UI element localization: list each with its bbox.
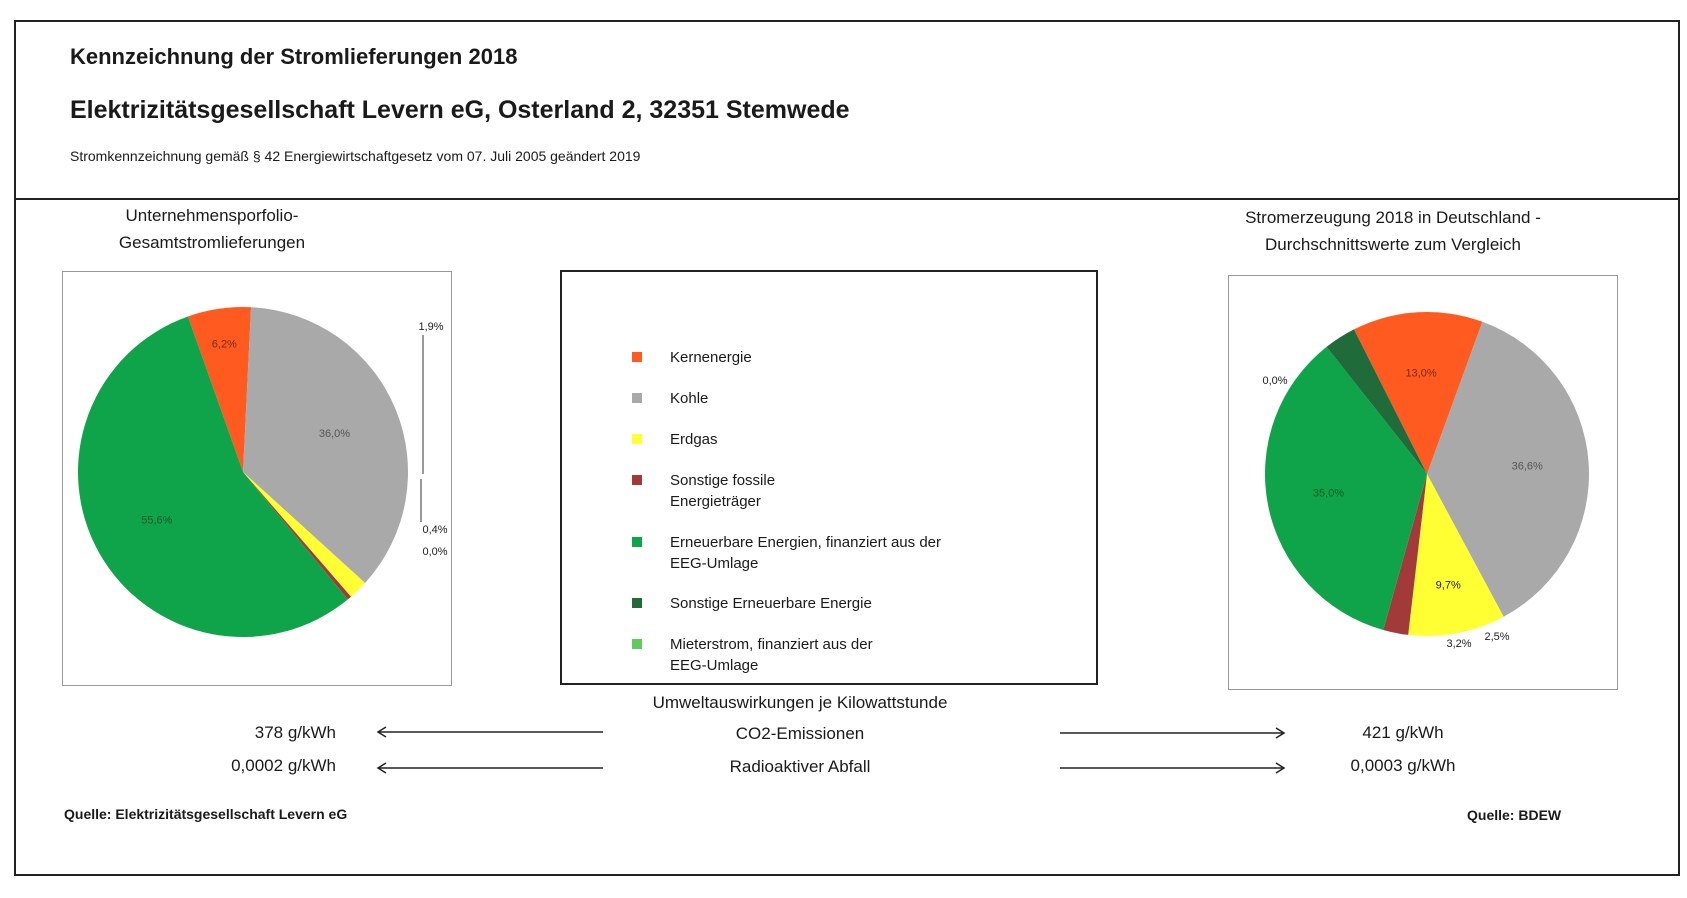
legend-item-kernenergie: Kernenergie xyxy=(632,347,990,368)
pie-value-label-kohle: 36,0% xyxy=(319,428,350,440)
legend-item-erneuerbare-eeg: Erneuerbare Energien, finanziert aus der… xyxy=(632,532,970,574)
waste-left-value: 0,0002 g/kWh xyxy=(231,756,336,775)
pie-value-label-sonstige-erneuerbare-energie: 3,2% xyxy=(1446,638,1471,650)
environment-heading: Umweltauswirkungen je Kilowattstunde xyxy=(652,693,948,712)
pie-slice-erdgas xyxy=(1408,474,1504,636)
co2-label: CO2-Emissionen xyxy=(735,724,865,743)
right-chart-title: Stromerzeugung 2018 in Deutschland - Dur… xyxy=(1208,204,1578,258)
pie-value-label-sonstige-fossile-energieträger: 0,4% xyxy=(422,524,447,536)
co2-left-value: 378 g/kWh xyxy=(254,723,336,742)
pie-value-label-kernenergie: 6,2% xyxy=(212,339,237,351)
legend-label: Sonstige fossile Energieträger xyxy=(670,472,776,510)
pie-slice-sonstige-erneuerbare-energie xyxy=(1326,329,1427,474)
header-divider xyxy=(14,198,1680,200)
legend-item-erdgas: Erdgas xyxy=(632,429,990,450)
arrow-left-co2 xyxy=(376,726,603,738)
legend-swatch xyxy=(632,537,642,547)
legend-item-mieterstrom: Mieterstrom, finanziert aus der EEG-Umla… xyxy=(632,634,900,676)
pie-slice-erneuerbare-energien-finanziert-aus-der-eeg-umlage xyxy=(1265,346,1427,630)
legend-label: Sonstige Erneuerbare Energie xyxy=(670,595,872,612)
legend-label: Erdgas xyxy=(670,431,718,448)
pie-value-label-erneuerbare-energien-finanziert-aus-der-eeg-umlage: 55,6% xyxy=(141,515,172,527)
legend-item-sonstige-fossile: Sonstige fossile Energieträger xyxy=(632,470,870,512)
legend-item-sonstige-erneuerbare: Sonstige Erneuerbare Energie xyxy=(632,593,990,614)
legend-label: Erneuerbare Energien, finanziert aus der… xyxy=(670,534,941,572)
right-chart-panel: 13,0% 36,6% 9,7% 2,5% 35,0% 3,2% 0,0% xyxy=(1228,275,1618,690)
pie-slice-kernenergie xyxy=(187,307,252,472)
left-chart-title: Unternehmensporfolio- Gesamtstromlieferu… xyxy=(70,202,354,256)
legend-item-kohle: Kohle xyxy=(632,388,990,409)
legend-swatch xyxy=(632,598,642,608)
pie-slice-kohle xyxy=(243,307,408,583)
pie-value-label-sonstige-erneuerbare-energie: 0,0% xyxy=(422,546,447,558)
co2-right-value: 421 g/kWh xyxy=(1362,723,1444,742)
legend: Kernenergie Kohle Erdgas Sonstige fossil… xyxy=(560,270,1098,685)
pie-slice-kohle xyxy=(1427,321,1590,617)
pie-value-label-sonstige-fossile-energieträger: 2,5% xyxy=(1484,631,1509,643)
left-chart-title-line-2: Gesamtstromlieferungen xyxy=(118,233,306,252)
left-chart-title-line-1: Unternehmensporfolio- xyxy=(125,206,299,225)
pie-slice-sonstige-fossile-energieträger xyxy=(243,472,352,600)
pie-value-label-erdgas: 1,9% xyxy=(418,321,443,333)
legend-swatch xyxy=(632,639,642,649)
legend-label: Kernenergie xyxy=(670,349,752,366)
pie-value-label-mieterstrom-finanziert-aus-der-eeg-umlage: 0,0% xyxy=(1262,375,1287,387)
left-chart-panel: 6,2% 36,0% 1,9% 0,4% 55,6% 0,0% xyxy=(62,271,452,686)
left-pie-chart: 6,2% 36,0% 1,9% 0,4% 55,6% 0,0% xyxy=(78,307,448,637)
company-name: Elektrizitätsgesellschaft Levern eG, Ost… xyxy=(70,96,850,124)
pie-value-label-erneuerbare-energien-finanziert-aus-der-eeg-umlage: 35,0% xyxy=(1313,488,1344,500)
waste-right-value: 0,0003 g/kWh xyxy=(1350,756,1456,775)
arrow-right-co2 xyxy=(1060,727,1286,739)
pie-slice-erdgas xyxy=(243,472,366,597)
source-right: Quelle: BDEW xyxy=(1467,807,1562,823)
arrow-right-waste xyxy=(1060,762,1286,774)
legend-swatch xyxy=(632,475,642,485)
legend-label: Kohle xyxy=(670,390,709,407)
waste-label: Radioaktiver Abfall xyxy=(729,757,871,776)
pie-value-label-kernenergie: 13,0% xyxy=(1405,368,1436,380)
right-chart-title-line-1: Stromerzeugung 2018 in Deutschland - xyxy=(1245,208,1541,227)
document-title: Kennzeichnung der Stromlieferungen 2018 xyxy=(70,44,518,69)
right-chart-title-line-2: Durchschnittswerte zum Vergleich xyxy=(1264,235,1522,254)
source-left: Quelle: Elektrizitätsgesellschaft Levern… xyxy=(64,806,348,822)
pie-value-label-erdgas: 9,7% xyxy=(1436,579,1461,591)
legend-swatch xyxy=(632,434,642,444)
legend-swatch xyxy=(632,352,642,362)
legal-subtitle: Stromkennzeichnung gemäß § 42 Energiewir… xyxy=(70,148,641,164)
pie-slice-erneuerbare-energien-finanziert-aus-der-eeg-umlage xyxy=(78,316,348,637)
pie-slice-kernenergie xyxy=(1353,312,1483,474)
legend-label: Mieterstrom, finanziert aus der EEG-Umla… xyxy=(670,636,873,674)
arrow-left-waste xyxy=(376,762,603,774)
document-frame xyxy=(14,20,1680,876)
right-pie-chart: 13,0% 36,6% 9,7% 2,5% 35,0% 3,2% 0,0% xyxy=(1262,312,1590,650)
pie-value-label-kohle: 36,6% xyxy=(1512,461,1543,473)
pie-slice-sonstige-fossile-energieträger xyxy=(1383,474,1427,635)
legend-swatch xyxy=(632,393,642,403)
